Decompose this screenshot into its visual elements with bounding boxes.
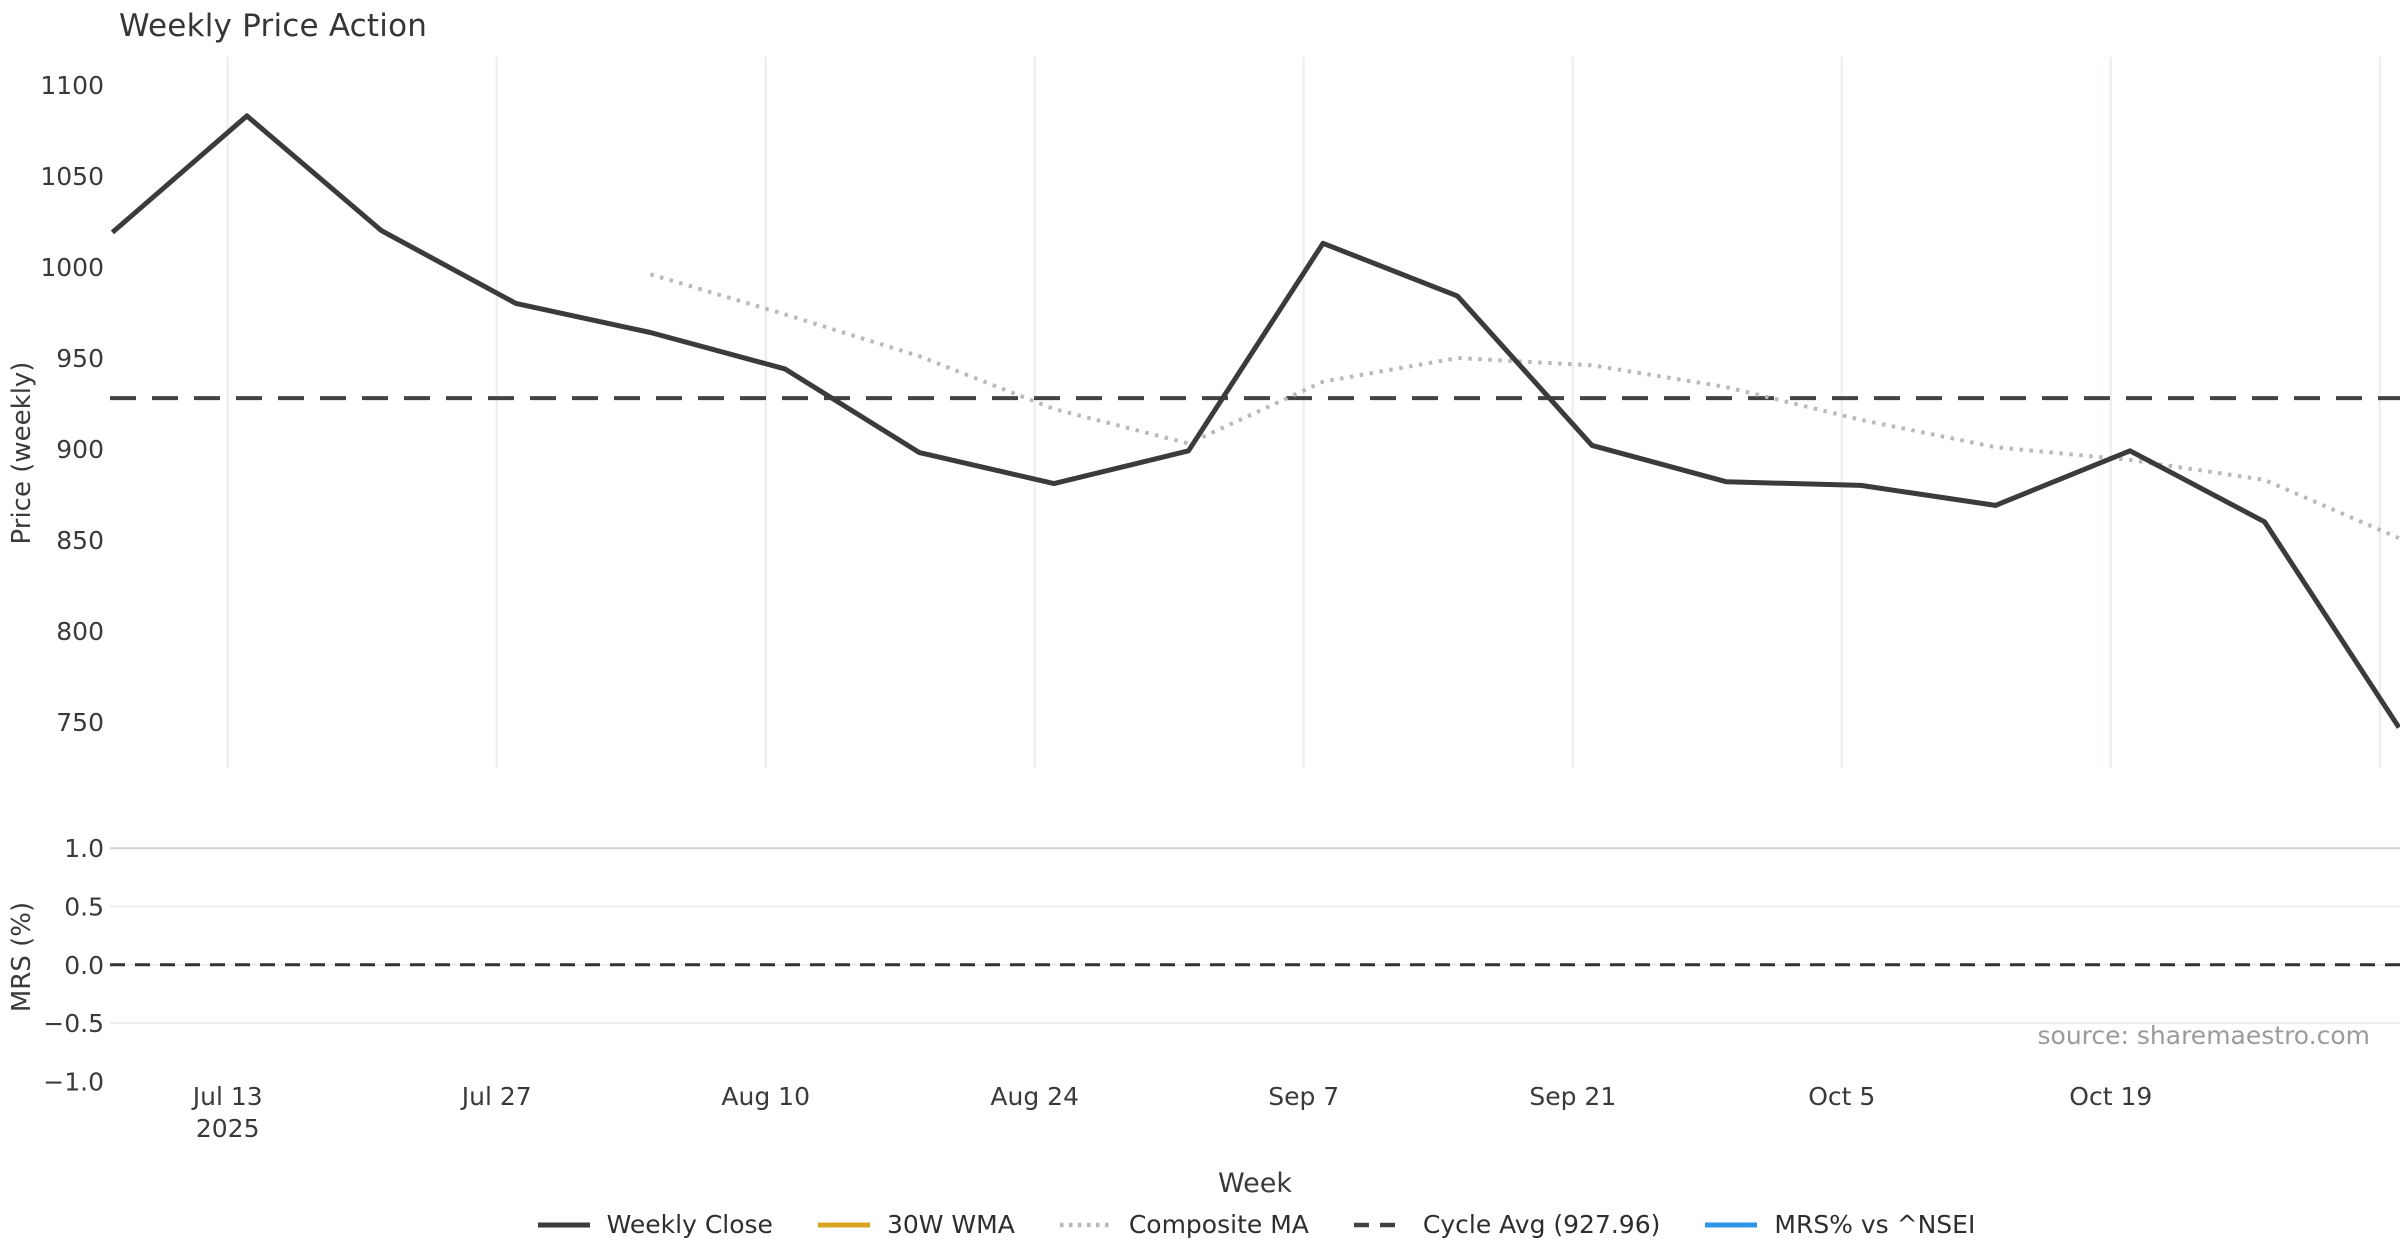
- legend-item-weekly-close: Weekly Close: [535, 1210, 773, 1239]
- xtick-label: Sep 21: [1529, 1082, 1616, 1111]
- legend-label: MRS% vs ^NSEI: [1774, 1210, 1976, 1239]
- xtick-labels: Jul 13 2025 Jul 27 Aug 10 Aug 24 Sep 7 Sep 21 O…: [191, 1082, 2153, 1143]
- legend-label: Cycle Avg (927.96): [1422, 1210, 1661, 1239]
- legend-swatch-weekly-close: [537, 1222, 590, 1227]
- xtick-label: Sep 7: [1268, 1082, 1339, 1111]
- panel1-gridlines: [226, 57, 2381, 768]
- legend-swatch-mrs: [1705, 1222, 1758, 1227]
- legend-item-cycle-avg: Cycle Avg (927.96): [1351, 1210, 1661, 1239]
- xtick-label: Jul 27: [460, 1082, 532, 1111]
- panel1-ytick-labels: 750 800 850 900 950 1000 1050 1100: [40, 71, 104, 737]
- ytick-label: 1.0: [64, 834, 104, 863]
- chart-title: Weekly Price Action: [119, 8, 428, 44]
- legend: Weekly Close 30W WMA Composite MA Cycle …: [110, 1210, 2400, 1239]
- ytick-label: 1100: [40, 71, 104, 100]
- weekly-close-line: [110, 113, 2400, 729]
- ytick-label: 0.5: [64, 893, 104, 922]
- ytick-label: 950: [56, 344, 104, 373]
- xtick-label: Oct 5: [1808, 1082, 1875, 1111]
- legend-swatch-cycle-avg: [1353, 1222, 1406, 1227]
- legend-label: Weekly Close: [606, 1210, 773, 1239]
- legend-item-mrs: MRS% vs ^NSEI: [1702, 1210, 1975, 1239]
- ytick-label: 900: [56, 435, 104, 464]
- x-axis-label: Week: [1218, 1168, 1292, 1199]
- ytick-label: 750: [56, 708, 104, 737]
- xtick-label: Oct 19: [2069, 1082, 2152, 1111]
- ytick-label: −1.0: [43, 1067, 104, 1096]
- legend-item-30w-wma: 30W WMA: [815, 1210, 1015, 1239]
- panel2-ytick-labels: −1.0 −0.5 0.0 0.5 1.0: [43, 834, 104, 1096]
- ytick-label: 1050: [40, 162, 104, 191]
- xtick-label: Aug 10: [721, 1082, 810, 1111]
- ytick-label: 1000: [40, 253, 104, 282]
- xtick-year-label: 2025: [196, 1114, 260, 1143]
- ytick-label: 800: [56, 617, 104, 646]
- ytick-label: −0.5: [43, 1009, 104, 1038]
- legend-swatch-30w-wma: [817, 1222, 870, 1227]
- legend-swatch-composite-ma: [1059, 1222, 1112, 1227]
- legend-item-composite-ma: Composite MA: [1057, 1210, 1309, 1239]
- source-note: source: sharemaestro.com: [2037, 1021, 2371, 1050]
- ytick-label: 0.0: [64, 951, 104, 980]
- legend-label: Composite MA: [1128, 1210, 1309, 1239]
- xtick-label: Jul 13: [191, 1082, 263, 1111]
- panel2-gridlines: [110, 847, 2400, 1025]
- legend-label: 30W WMA: [886, 1210, 1015, 1239]
- xtick-label: Aug 24: [990, 1082, 1079, 1111]
- composite-ma-line: [649, 272, 2400, 541]
- ytick-label: 850: [56, 526, 104, 555]
